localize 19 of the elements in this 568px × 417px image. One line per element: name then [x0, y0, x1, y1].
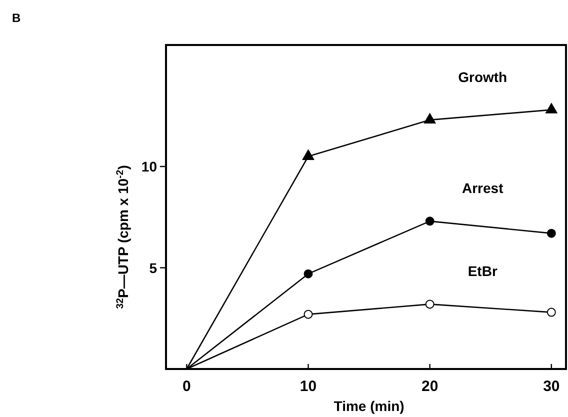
series-label: EtBr [468, 263, 498, 280]
point [304, 310, 313, 319]
x-tick-label: 10 [300, 378, 317, 395]
point [546, 308, 556, 317]
text: Growth [458, 68, 508, 85]
point [425, 216, 434, 226]
point [424, 113, 436, 124]
point [546, 228, 556, 238]
x-tick-label: 20 [421, 378, 438, 395]
x-axis-title: Time (min) [334, 398, 404, 414]
point [546, 103, 558, 114]
text: Arrest [462, 180, 504, 196]
y-tick-label: 5 [149, 260, 158, 276]
point [302, 150, 314, 160]
x-tick-label: 0 [182, 378, 191, 395]
point [425, 300, 434, 309]
text: B [12, 11, 21, 25]
point [304, 269, 313, 278]
x-tick-label: 30 [543, 378, 560, 395]
